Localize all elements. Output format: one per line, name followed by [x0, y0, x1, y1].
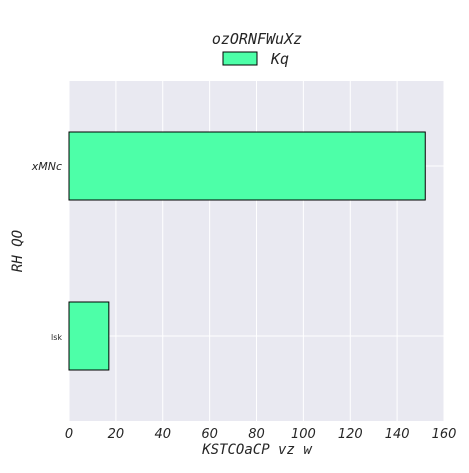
x-tick-label: 0 [65, 427, 73, 442]
bar-series [68, 131, 426, 371]
chart-title: ozORNFWuXz [212, 30, 302, 48]
y-tick-label: xMNc [31, 160, 62, 173]
x-tick-label: 160 [432, 427, 457, 442]
x-tick-label: 80 [248, 427, 265, 442]
x-tick-labels: 0 20 40 60 80 100 120 140 160 [65, 427, 457, 442]
bar [68, 301, 110, 371]
legend-label: Kq [270, 50, 289, 68]
bar [68, 131, 426, 201]
x-tick-label: 100 [291, 427, 316, 442]
y-tick-labels: lsk xMNc [31, 160, 63, 342]
legend-swatch [222, 51, 258, 66]
x-tick-label: 60 [201, 427, 218, 442]
x-tick-label: 140 [385, 427, 410, 442]
x-tick-label: 20 [108, 427, 125, 442]
y-axis-label: RH QO [10, 230, 26, 272]
x-tick-label: 40 [154, 427, 171, 442]
x-tick-label: 120 [338, 427, 363, 442]
y-tick-label: lsk [51, 333, 62, 342]
legend: Kq [222, 50, 289, 68]
x-axis-label: KSTCOaCP vz w [201, 442, 312, 458]
